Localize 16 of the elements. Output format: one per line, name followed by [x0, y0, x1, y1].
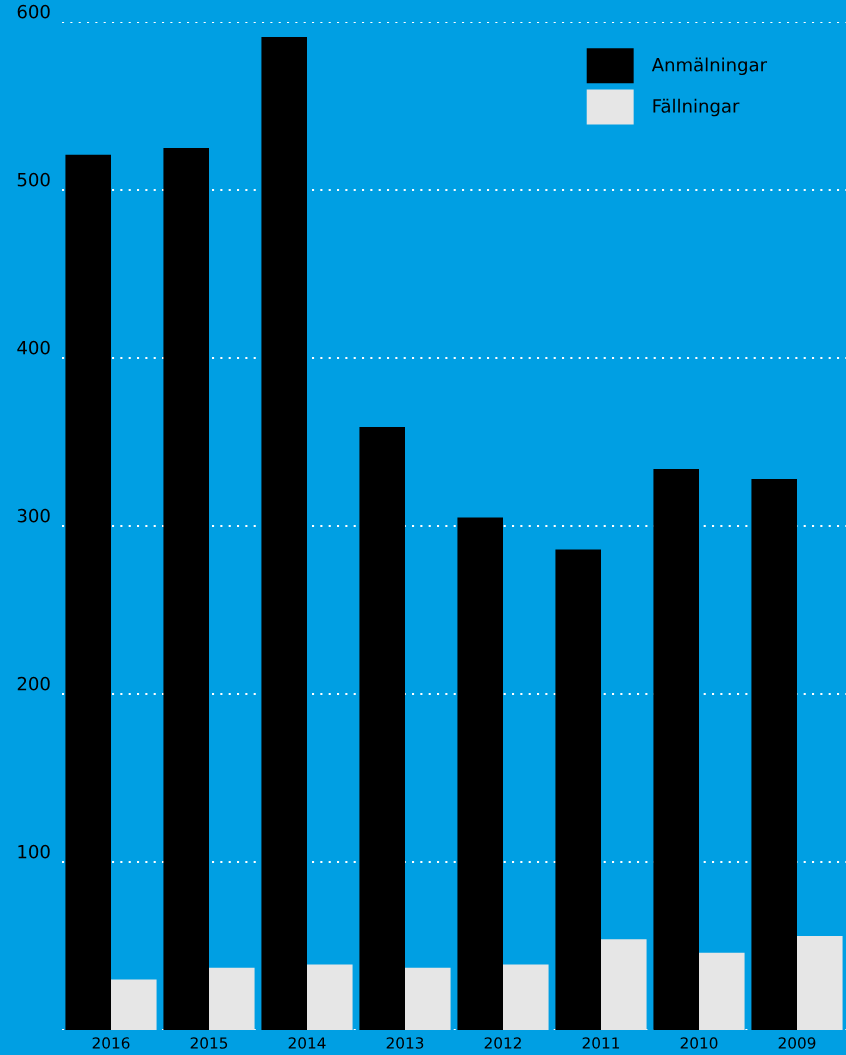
y-tick-label: 300: [17, 508, 50, 523]
y-tick-label: 200: [17, 676, 50, 691]
x-tick-label: 2014: [288, 1037, 326, 1049]
x-tick-label: 2013: [386, 1037, 424, 1049]
legend-label: Fällningar: [653, 98, 740, 117]
x-tick-label: 2011: [582, 1037, 620, 1049]
y-tick-label: 100: [18, 844, 50, 859]
x-tick-label: 2010: [680, 1037, 718, 1049]
legend-label: Anmälningar: [651, 57, 768, 76]
x-tick-label: 2009: [778, 1037, 816, 1049]
x-tick-label: 2015: [190, 1037, 228, 1049]
y-tick-label: 500: [17, 172, 50, 187]
y-tick-label: 400: [17, 340, 50, 355]
y-tick-label: 600: [17, 4, 50, 19]
x-tick-label: 2012: [484, 1037, 521, 1049]
x-tick-label: 2016: [92, 1037, 130, 1049]
